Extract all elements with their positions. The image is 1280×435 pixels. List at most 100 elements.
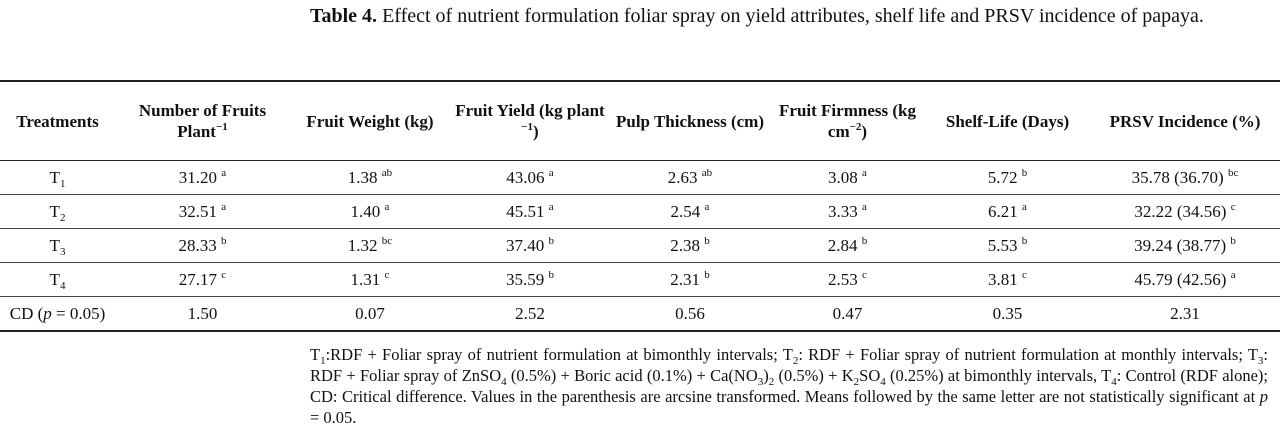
column-header: Pulp Thickness (cm) bbox=[610, 80, 770, 161]
cell-value: 1.38 bbox=[347, 167, 378, 187]
table-body: T1 31.20 a 1.38 ab 43.06 a 2.63 ab 3.08 a 5.72… bbox=[0, 160, 1280, 332]
text-text: : Control (RDF alone); CD: Critical diff… bbox=[310, 366, 1268, 406]
text-text: Pulp Thickness (cm) bbox=[616, 111, 764, 131]
value-cell: 2.53 c bbox=[770, 262, 925, 297]
significance-letter: a bbox=[1022, 200, 1027, 213]
significance-letter: b bbox=[221, 234, 227, 247]
value-cell: 0.56 bbox=[610, 296, 770, 332]
footnote: T1:RDF + Foliar spray of nutrient formul… bbox=[310, 344, 1268, 428]
significance-letter: a bbox=[548, 200, 554, 213]
column-header: Fruit Firmness (kg cm−2) bbox=[770, 80, 925, 161]
treatment-cell: T3 bbox=[0, 228, 115, 263]
value-cell: 5.53 b bbox=[925, 228, 1090, 263]
cell-value: 1.50 bbox=[187, 303, 218, 323]
cell-value: 3.08 bbox=[828, 167, 858, 187]
text-text: Shelf-Life (Days) bbox=[945, 111, 1070, 131]
italic-text: p bbox=[1259, 387, 1268, 406]
cell-value: 3.81 bbox=[988, 269, 1018, 289]
sub-text: 4 bbox=[501, 376, 507, 388]
text-text: Effect of nutrient formulation foliar sp… bbox=[377, 5, 1204, 27]
cell-value: 3.33 bbox=[828, 201, 858, 221]
column-header: Fruit Weight (kg) bbox=[290, 80, 450, 161]
text-text: : RDF + Foliar spray of ZnSO bbox=[310, 345, 1268, 385]
significance-letter: ab bbox=[381, 166, 393, 179]
text-text: ) bbox=[763, 366, 769, 385]
text-text: T bbox=[310, 345, 321, 364]
value-cell: 43.06 a bbox=[450, 160, 610, 195]
text-text: (0.5%) + K bbox=[774, 366, 854, 385]
value-cell: 28.33 b bbox=[115, 228, 290, 263]
table-row: T3 28.33 b 1.32 bc 37.40 b 2.38 b 2.84 b 5.53 … bbox=[0, 228, 1280, 263]
sub-text: 3 bbox=[757, 376, 764, 388]
value-cell: 32.51 a bbox=[115, 194, 290, 229]
cell-value: 0.47 bbox=[832, 303, 863, 323]
value-cell: 5.72 b bbox=[925, 160, 1090, 195]
cell-value: 5.53 bbox=[987, 235, 1018, 255]
text-text: (0.5%) + Boric acid (0.1%) + Ca(NO bbox=[506, 366, 758, 385]
value-cell: 37.40 b bbox=[450, 228, 610, 263]
significance-letter: a bbox=[862, 200, 867, 213]
cell-value: 39.24 (38.77) bbox=[1134, 235, 1227, 255]
cell-value: 1.40 bbox=[350, 201, 381, 221]
value-cell: 2.54 a bbox=[610, 194, 770, 229]
data-table: Treatments Number of Fruits Plant−1 Fruit … bbox=[0, 80, 1280, 332]
value-cell: 27.17 c bbox=[115, 262, 290, 297]
value-cell: 1.31 c bbox=[290, 262, 450, 297]
text-text: ) bbox=[861, 122, 868, 141]
cell-value: 37.40 bbox=[506, 235, 545, 255]
sub-text: 4 bbox=[880, 376, 886, 388]
significance-letter: c bbox=[1230, 200, 1236, 213]
value-cell: 2.52 bbox=[450, 296, 610, 332]
value-cell: 1.40 a bbox=[290, 194, 450, 229]
text-text: Fruit Firmness (kg cm bbox=[779, 101, 916, 141]
value-cell: 0.47 bbox=[770, 296, 925, 332]
significance-letter: b bbox=[704, 234, 710, 247]
value-cell: 1.50 bbox=[115, 296, 290, 332]
significance-letter: c bbox=[384, 268, 390, 281]
sub-text: 4 bbox=[59, 279, 66, 292]
table-row: T4 27.17 c 1.31 c 35.59 b 2.31 b 2.53 c 3.81 c… bbox=[0, 262, 1280, 297]
cell-value: 2.31 bbox=[670, 269, 700, 289]
text-text: = 0.05) bbox=[51, 303, 106, 323]
significance-letter: b bbox=[1021, 166, 1028, 179]
cell-value: 5.72 bbox=[987, 167, 1018, 187]
value-cell: 2.63 ab bbox=[610, 160, 770, 195]
value-cell: 2.84 b bbox=[770, 228, 925, 263]
cell-value: 2.63 bbox=[667, 167, 698, 187]
value-cell: 45.79 (42.56) a bbox=[1090, 262, 1280, 297]
value-cell: 32.22 (34.56) c bbox=[1090, 194, 1280, 229]
significance-letter: a bbox=[221, 200, 227, 213]
significance-letter: b bbox=[548, 234, 555, 247]
treatment-cell: T1 bbox=[0, 160, 115, 195]
sub-text: 1 bbox=[320, 355, 326, 367]
value-cell: 1.32 bc bbox=[290, 228, 450, 263]
value-cell: 0.35 bbox=[925, 296, 1090, 332]
value-cell: 2.38 b bbox=[610, 228, 770, 263]
value-cell: 35.78 (36.70) bc bbox=[1090, 160, 1280, 195]
value-cell: 35.59 b bbox=[450, 262, 610, 297]
text-text: T bbox=[49, 167, 60, 187]
column-header: PRSV Incidence (%) bbox=[1090, 80, 1280, 161]
cell-value: 0.07 bbox=[355, 303, 385, 323]
text-text: SO bbox=[859, 366, 881, 385]
significance-letter: c bbox=[1022, 268, 1027, 281]
cell-value: 1.32 bbox=[347, 235, 378, 255]
cell-value: 28.33 bbox=[178, 235, 217, 255]
column-header: Shelf-Life (Days) bbox=[925, 80, 1090, 161]
value-cell: 45.51 a bbox=[450, 194, 610, 229]
significance-letter: a bbox=[862, 166, 867, 179]
cell-value: 2.52 bbox=[515, 303, 545, 323]
significance-letter: a bbox=[384, 200, 390, 213]
sub-text: 2 bbox=[853, 376, 860, 388]
value-cell: 3.81 c bbox=[925, 262, 1090, 297]
significance-letter: b bbox=[861, 234, 868, 247]
cell-value: 2.84 bbox=[827, 235, 858, 255]
treatment-cell: T4 bbox=[0, 262, 115, 297]
cell-value: 32.51 bbox=[178, 201, 218, 221]
column-header: Fruit Yield (kg plant −1) bbox=[450, 80, 610, 161]
cell-value: 45.79 (42.56) bbox=[1134, 269, 1227, 289]
text-text: Fruit Yield (kg plant bbox=[455, 101, 605, 120]
text-text: T bbox=[49, 201, 60, 221]
treatment-cell: CD (p = 0.05) bbox=[0, 296, 115, 332]
